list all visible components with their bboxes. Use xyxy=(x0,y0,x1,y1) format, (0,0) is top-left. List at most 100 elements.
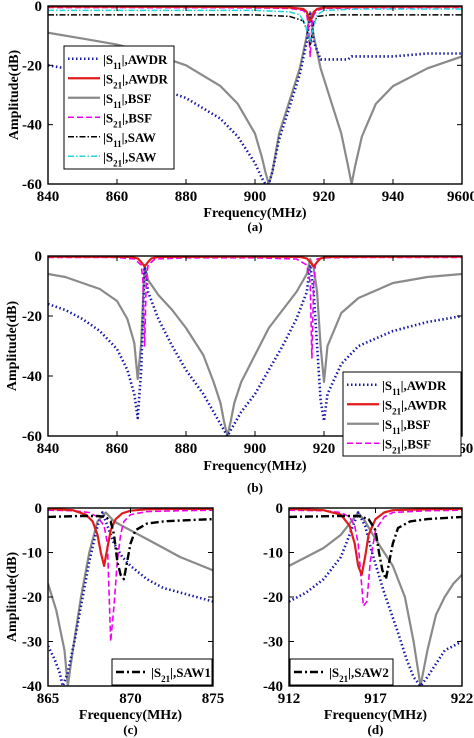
legend: |S21|,SAW2 xyxy=(289,658,394,686)
x-tick-label: 920 xyxy=(313,441,336,457)
x-tick-label: 912 xyxy=(278,691,301,707)
y-tick-label: -40 xyxy=(22,369,42,385)
legend-label-part: |S xyxy=(382,397,392,412)
legend-label-part: |,BSF xyxy=(401,436,431,451)
y-axis-label: Amplitude(dB) xyxy=(7,50,22,141)
legend-label: |S21|,BSF xyxy=(103,110,152,129)
legend-label-part: |,AWDR xyxy=(122,71,168,86)
x-axis-label: Frequency(MHz) xyxy=(324,708,427,723)
legend-box xyxy=(63,45,175,170)
panel-caption: (c) xyxy=(123,722,137,737)
x-tick-label: 865 xyxy=(37,691,60,707)
y-tick-label: -60 xyxy=(22,429,42,445)
legend-label: |S11|,SAW xyxy=(103,130,156,149)
x-tick-label: 840 xyxy=(37,441,60,457)
series-line-awdr11 xyxy=(48,263,462,436)
y-tick-label: -40 xyxy=(22,679,42,695)
legend-label: |S21|,BSF xyxy=(382,436,431,455)
x-axis-label: Frequency(MHz) xyxy=(79,708,182,723)
x-tick-label: 917 xyxy=(364,691,387,707)
series-line-bsf11 xyxy=(48,10,462,184)
series-line-bsf21 xyxy=(48,256,462,359)
series-line-saw21 xyxy=(48,8,462,43)
legend-label-subscript: 21 xyxy=(113,119,123,129)
series-line-awdr21 xyxy=(48,508,213,568)
panel-caption: (d) xyxy=(368,722,384,737)
panel-caption: (a) xyxy=(247,219,262,234)
x-tick-label: 880 xyxy=(175,441,198,457)
x-tick-label: 860 xyxy=(106,189,129,205)
series-line-bsf21 xyxy=(48,509,213,643)
legend-label-part: |S xyxy=(382,417,392,432)
y-tick-label: -20 xyxy=(22,590,42,606)
series-line-saw2 xyxy=(289,514,462,581)
legend-label-subscript: 21 xyxy=(392,445,402,455)
y-tick-label: -10 xyxy=(263,546,283,562)
legend-label: |S21|,SAW1 xyxy=(151,665,211,684)
legend-label-part: |S xyxy=(382,436,392,451)
y-tick-label: 0 xyxy=(35,501,43,517)
x-tick-label: 880 xyxy=(175,189,198,205)
legend-label-part: |S xyxy=(329,665,339,680)
chart-panel-b: 8408608809009209409600-20-40-60Frequency… xyxy=(5,249,473,495)
legend-label: |S11|,BSF xyxy=(103,91,152,110)
chart-panel-d: 912 917 922 0 -10 -20 -30 -40 Frequency(MHz)(d) |… xyxy=(263,501,473,737)
legend-label-subscript: 21 xyxy=(392,406,402,416)
legend: |S11|,AWDR|S21|,AWDR|S11|,BSF|S21|,BSF|S… xyxy=(63,45,175,170)
legend-label: |S11|,BSF xyxy=(382,417,431,436)
series-line-saw11 xyxy=(48,14,462,46)
chart-panel-c: 865 870 875 0 -10 -20 -30 -40 Frequency(MHz) Ampl… xyxy=(5,501,224,737)
legend-label-part: |S xyxy=(151,665,161,680)
legend-label-part: |S xyxy=(103,110,113,125)
y-tick-label: -40 xyxy=(263,679,283,695)
legend-label-subscript: 11 xyxy=(113,61,122,71)
legend-label-subscript: 21 xyxy=(339,674,349,684)
series-line-bsf11 xyxy=(289,511,462,686)
x-tick-label: 860 xyxy=(106,441,129,457)
series-line-awdr11 xyxy=(289,511,462,686)
legend-label-part: |,SAW xyxy=(122,130,156,145)
y-tick-label: -20 xyxy=(22,309,42,325)
legend-label-part: |,SAW1 xyxy=(170,665,211,680)
x-tick-label: 922 xyxy=(451,691,474,707)
y-tick-label: -30 xyxy=(263,635,283,651)
y-tick-label: -30 xyxy=(22,635,42,651)
legend-label-part: |S xyxy=(103,52,113,67)
x-tick-label: 9600 xyxy=(447,189,474,205)
legend: |S11|,AWDR|S21|,AWDR|S11|,BSF|S21|,BSF xyxy=(342,371,462,457)
panel-caption: (b) xyxy=(247,480,263,495)
series-line-awdr11 xyxy=(48,10,462,184)
legend-label-part: |S xyxy=(103,149,113,164)
legend: |S21|,SAW1 xyxy=(111,658,213,686)
legend-label-part: |,BSF xyxy=(122,110,152,125)
legend-label: |S11|,AWDR xyxy=(382,378,447,397)
legend-box xyxy=(342,371,462,457)
legend-label-part: |S xyxy=(103,71,113,86)
x-axis-label: Frequency(MHz) xyxy=(203,206,306,221)
y-tick-label: -40 xyxy=(22,118,42,134)
x-tick-label: 840 xyxy=(37,189,60,205)
legend-label-part: |,SAW xyxy=(122,149,156,164)
series-line-awdr11 xyxy=(48,511,213,686)
legend-label-subscript: 21 xyxy=(113,158,123,168)
x-tick-label: 900 xyxy=(244,441,267,457)
legend-label-subscript: 21 xyxy=(113,80,123,90)
legend-label-part: |,AWDR xyxy=(401,397,447,412)
chart-panel-a: 840 860 880 900 920 940 9600 0 -20 -40 -60 Frequenc… xyxy=(7,0,474,234)
x-tick-label: 940 xyxy=(382,189,405,205)
x-tick-label: 870 xyxy=(119,691,142,707)
legend-label-part: |S xyxy=(103,91,113,106)
legend-label: |S21|,SAW2 xyxy=(329,665,389,684)
legend-label: |S11|,AWDR xyxy=(103,52,168,71)
y-tick-label: -60 xyxy=(22,177,42,193)
y-tick-label: -20 xyxy=(263,590,283,606)
legend-label: |S21|,SAW xyxy=(103,149,156,168)
series-line-bsf21 xyxy=(48,6,462,58)
x-tick-label: 900 xyxy=(244,189,267,205)
legend-label: |S21|,AWDR xyxy=(382,397,448,416)
legend-label: |S21|,AWDR xyxy=(103,71,169,90)
legend-label-subscript: 11 xyxy=(392,387,401,397)
legend-label-part: |,SAW2 xyxy=(348,665,389,680)
legend-label-subscript: 11 xyxy=(113,139,122,149)
